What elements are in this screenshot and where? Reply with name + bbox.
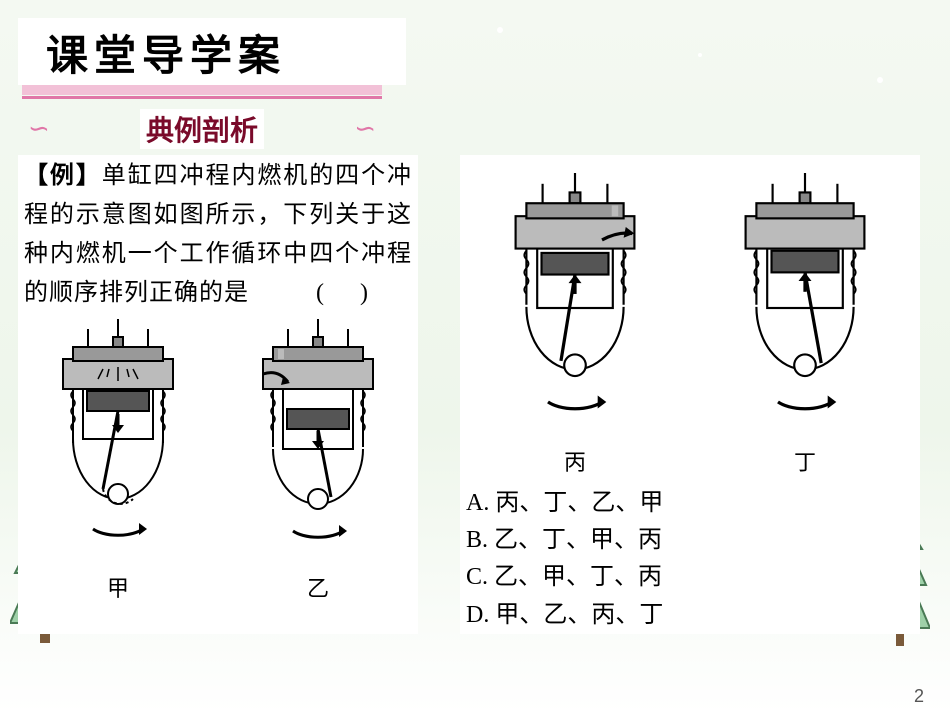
page-number: 2 <box>914 686 924 707</box>
choice-d: D. 甲、乙、丙、丁 <box>466 597 920 634</box>
answer-choices: A. 丙、丁、乙、甲 B. 乙、丁、甲、丙 C. 乙、甲、丁、丙 D. 甲、乙、… <box>466 485 920 634</box>
swirl-right-icon: ∽ <box>354 114 376 144</box>
figure-jia: 甲 <box>43 319 193 603</box>
page-title: 课堂导学案 <box>18 18 406 85</box>
choice-a: A. 丙、丁、乙、甲 <box>466 485 920 522</box>
swirl-left-icon: ∽ <box>28 114 50 144</box>
title-underline <box>22 85 382 95</box>
figure-ding: 丁 <box>720 173 890 477</box>
section-banner: ∽ 典例剖析 ∽ <box>22 109 382 149</box>
question-stem: 【例】单缸四冲程内燃机的四个冲程的示意图如图所示，下列关于这种内燃机一个工作循环… <box>18 155 418 313</box>
choice-c: C. 乙、甲、丁、丙 <box>466 559 920 596</box>
choice-b: B. 乙、丁、甲、丙 <box>466 522 920 559</box>
figure-bing: 丙 <box>490 173 660 477</box>
figure-yi: 乙 <box>243 319 393 603</box>
